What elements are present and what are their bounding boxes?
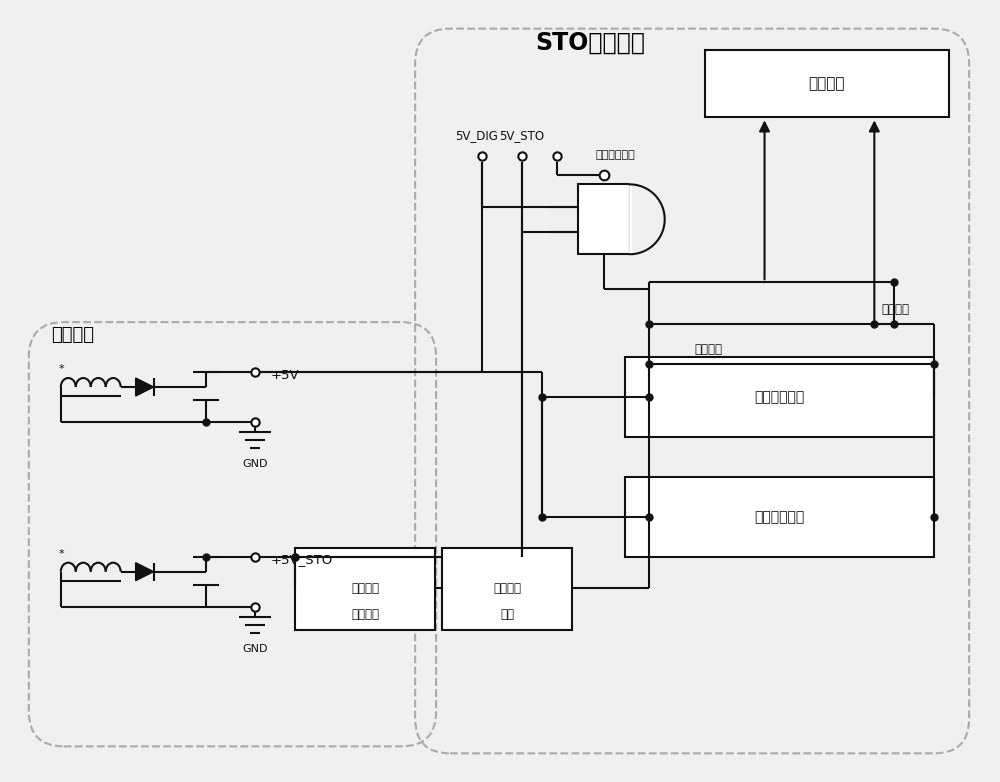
- Bar: [625, 477, 934, 557]
- Text: 欠压检测电路: 欠压检测电路: [754, 390, 805, 404]
- Text: 电源失效信号: 电源失效信号: [596, 150, 636, 160]
- Polygon shape: [136, 563, 154, 581]
- Text: GND: GND: [243, 644, 268, 654]
- Text: 过压切断: 过压切断: [493, 582, 521, 594]
- Text: 欠压信号: 欠压信号: [695, 343, 723, 356]
- Bar: [442, 547, 572, 630]
- Text: 电源模块: 电源模块: [51, 326, 94, 344]
- Text: 过压过流: 过压过流: [351, 582, 379, 594]
- Text: 诊断单元: 诊断单元: [808, 76, 845, 91]
- Text: +5V_STO: +5V_STO: [270, 553, 333, 566]
- Text: *: *: [59, 364, 64, 374]
- Text: 5V_STO: 5V_STO: [499, 130, 545, 142]
- Bar: [295, 547, 435, 630]
- Polygon shape: [136, 378, 154, 396]
- Text: GND: GND: [243, 459, 268, 469]
- Bar: [705, 49, 949, 117]
- Text: 电路: 电路: [500, 608, 514, 621]
- Bar: [625, 357, 934, 437]
- Bar: [578, 185, 630, 254]
- Text: *: *: [59, 549, 64, 558]
- Text: STO诊断模块: STO诊断模块: [535, 30, 645, 55]
- Text: 过压信号: 过压信号: [881, 303, 909, 316]
- Text: 5V_DIG: 5V_DIG: [456, 130, 498, 142]
- Text: 保护电路: 保护电路: [351, 608, 379, 621]
- Text: +5V: +5V: [270, 368, 299, 382]
- Text: 过压检测电路: 过压检测电路: [754, 510, 805, 524]
